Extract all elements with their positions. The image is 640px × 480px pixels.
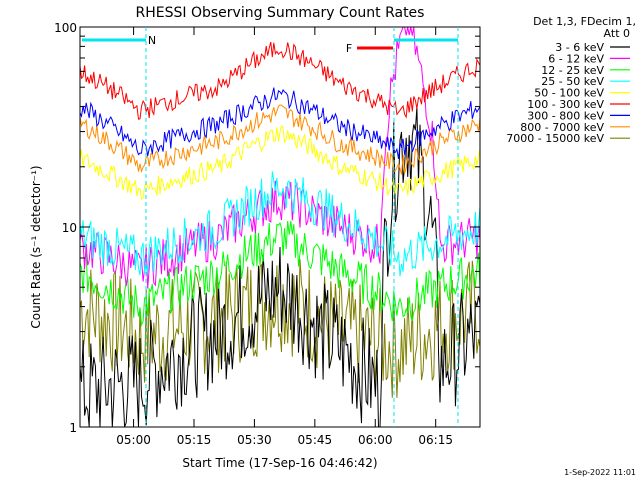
legend-entry-label: 25 - 50 keV [541,75,604,88]
series-800-7000-kev [79,104,481,175]
y-tick-label: 1 [69,421,77,435]
x-tick-label: 06:00 [358,433,393,447]
series-line [79,220,481,327]
legend-header-line1: Det 1,3, FDecim 1, [533,15,636,28]
x-tick-label: 06:15 [418,433,453,447]
series-line [79,124,481,200]
x-tick-label: 05:15 [177,433,212,447]
series-50-100-kev [79,124,481,200]
x-tick-label: 05:30 [237,433,272,447]
chart-title: RHESSI Observing Summary Count Rates [136,5,425,21]
night-label: N [148,34,156,47]
footer-date: 1-Sep-2022 11:01 [564,468,636,477]
legend-header-line2: Att 0 [604,27,630,40]
series-300-800-kev [79,87,481,159]
series-line [79,87,481,159]
legend-entry-label: 3 - 6 keV [555,41,604,54]
series-line [79,26,481,289]
legend-entry-label: 12 - 25 keV [541,64,604,77]
series-7000-15000-kev [79,259,481,398]
series-line [79,259,481,398]
legend-entry-label: 300 - 800 keV [527,109,604,122]
series-3-6-kev [79,106,481,428]
series-25-50-kev [79,171,481,277]
x-axis-label: Start Time (17-Sep-16 04:46:42) [182,456,377,470]
series-6-12-kev [79,26,481,289]
legend-entry-label: 7000 - 15000 keV [506,132,604,145]
legend-entry-label: 800 - 7000 keV [520,121,604,134]
series-line [79,171,481,277]
legend-entry-label: 50 - 100 keV [534,87,604,100]
x-tick-label: 05:45 [298,433,333,447]
legend-entry-label: 6 - 12 keV [548,52,604,65]
legend-entry-label: 100 - 300 keV [527,98,604,111]
y-axis-label: Count Rate (s⁻¹ detector⁻¹) [29,165,43,328]
series-line [79,41,481,120]
x-tick-label: 05:00 [116,433,151,447]
series-line [79,104,481,175]
y-tick-label: 10 [62,221,77,235]
series-100-300-kev [79,41,481,120]
plot-area: 05:00 05:15 05:30 05:45 06:00 06:15 1 10 100 N F [54,21,481,447]
flare-label: F [346,42,352,55]
series-12-25-kev [79,220,481,327]
y-tick-label: 100 [54,21,77,35]
series-line [79,106,481,428]
